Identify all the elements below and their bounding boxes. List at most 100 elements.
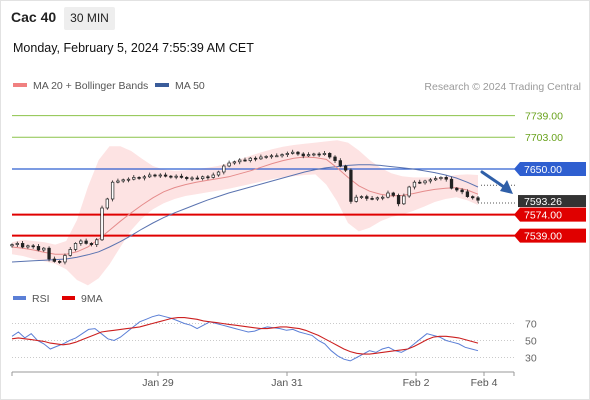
legend-ma20-label: MA 20 + Bollinger Bands xyxy=(33,80,149,92)
candle-body xyxy=(359,196,364,198)
candle-body xyxy=(174,175,178,178)
candle-body xyxy=(31,245,35,248)
candle-body xyxy=(26,245,30,248)
candle-body xyxy=(264,156,268,158)
candle-body xyxy=(153,174,157,177)
candle-body xyxy=(142,176,147,179)
forecast-arrow-head xyxy=(500,180,513,194)
level-label-text: 7650.00 xyxy=(524,164,562,176)
candle-body xyxy=(238,159,242,163)
candle-body xyxy=(280,154,284,157)
candle-body xyxy=(89,243,94,245)
candle-body xyxy=(20,243,25,248)
rsi-tick-label: 70 xyxy=(525,319,537,331)
level-label-bg xyxy=(514,228,586,243)
x-tick-label: Jan 29 xyxy=(142,377,174,389)
candle-body xyxy=(396,195,401,205)
candle-body xyxy=(407,186,411,197)
level-label-bg xyxy=(514,207,586,222)
level-label-text: 7539.00 xyxy=(524,231,562,243)
candle-body xyxy=(253,157,258,160)
level-label-7739-00: 7739.00 xyxy=(525,111,563,123)
level-label-bg xyxy=(518,195,586,208)
candle-body xyxy=(158,174,162,177)
candle-body xyxy=(365,196,369,199)
candle-body xyxy=(10,244,14,247)
candle-body xyxy=(211,174,215,178)
candle-body xyxy=(58,261,62,263)
legend-ma20-bollinger: MA 20 + Bollinger Bands xyxy=(13,80,148,92)
candlesticks xyxy=(10,149,480,265)
candle-body xyxy=(449,178,454,189)
candle-body xyxy=(42,247,46,251)
candle-body xyxy=(216,171,221,176)
level-label-7703-00: 7703.00 xyxy=(525,132,563,144)
legend-ma50: MA 50 xyxy=(155,80,205,92)
level-label-text: 7593.26 xyxy=(524,196,562,208)
candle-body xyxy=(444,177,448,180)
candle-body xyxy=(100,207,104,241)
bollinger-band-area xyxy=(12,140,478,286)
candle-body xyxy=(110,181,115,200)
legend-9ma-label: 9MA xyxy=(81,293,103,305)
candle-body xyxy=(418,181,422,184)
candle-body xyxy=(291,151,295,154)
candle-body xyxy=(126,178,131,181)
candle-body xyxy=(36,246,41,251)
level-label-7539-00: 7539.00 xyxy=(514,228,586,243)
candle-body xyxy=(116,180,120,183)
level-label-7650-00: 7650.00 xyxy=(514,162,586,176)
candle-body xyxy=(121,179,125,182)
level-label-text: 7703.00 xyxy=(525,132,563,144)
candle-body xyxy=(328,153,332,158)
candle-body xyxy=(63,255,67,263)
candle-body xyxy=(222,165,226,173)
candle-body xyxy=(412,181,417,188)
forecast-arrow-shaft xyxy=(480,170,506,189)
candle-body xyxy=(179,175,184,178)
candle-body xyxy=(227,162,231,167)
x-tick-label: Jan 31 xyxy=(271,377,303,389)
candle-body xyxy=(148,174,152,178)
datetime-label: Monday, February 5, 2024 7:55:39 AM CET xyxy=(13,41,254,55)
candle-body xyxy=(95,239,99,245)
candle-body xyxy=(259,156,263,160)
candle-body xyxy=(269,155,274,158)
instrument-title: Cac 40 xyxy=(11,9,57,25)
level-label-text: 7739.00 xyxy=(525,111,563,123)
candle-body xyxy=(333,156,337,161)
candle-body xyxy=(433,178,438,181)
level-label-7574-00: 7574.00 xyxy=(514,207,586,222)
candle-body xyxy=(206,176,210,179)
candle-body xyxy=(190,177,194,180)
candle-body xyxy=(460,189,464,193)
candle-body xyxy=(68,249,72,256)
legend-9ma: 9MA xyxy=(62,293,103,305)
candle-body xyxy=(105,198,109,209)
candle-body xyxy=(248,157,252,161)
candle-body xyxy=(232,161,237,164)
candle-body xyxy=(386,192,390,198)
candle-body xyxy=(423,180,427,184)
level-label-bg xyxy=(514,162,586,176)
candle-body xyxy=(354,196,358,202)
ma50-swatch xyxy=(155,83,169,88)
candle-body xyxy=(47,247,51,260)
rsi-tick-label: 50 xyxy=(525,336,537,348)
candle-body xyxy=(375,197,380,200)
candle-body xyxy=(391,192,395,196)
candle-body xyxy=(301,153,305,157)
candle-body xyxy=(402,195,406,205)
candle-body xyxy=(349,169,353,202)
candle-body xyxy=(476,197,480,201)
ma50-line xyxy=(11,164,479,263)
x-tick-label: Feb 4 xyxy=(471,377,498,389)
candle-body xyxy=(370,198,374,200)
ma20-swatch xyxy=(13,83,27,88)
x-tick-label: Feb 2 xyxy=(403,377,430,389)
candle-body xyxy=(428,179,432,182)
candle-body xyxy=(15,243,19,245)
timeframe-button[interactable]: 30 MIN xyxy=(64,7,115,30)
rsi-swatch xyxy=(13,296,26,301)
